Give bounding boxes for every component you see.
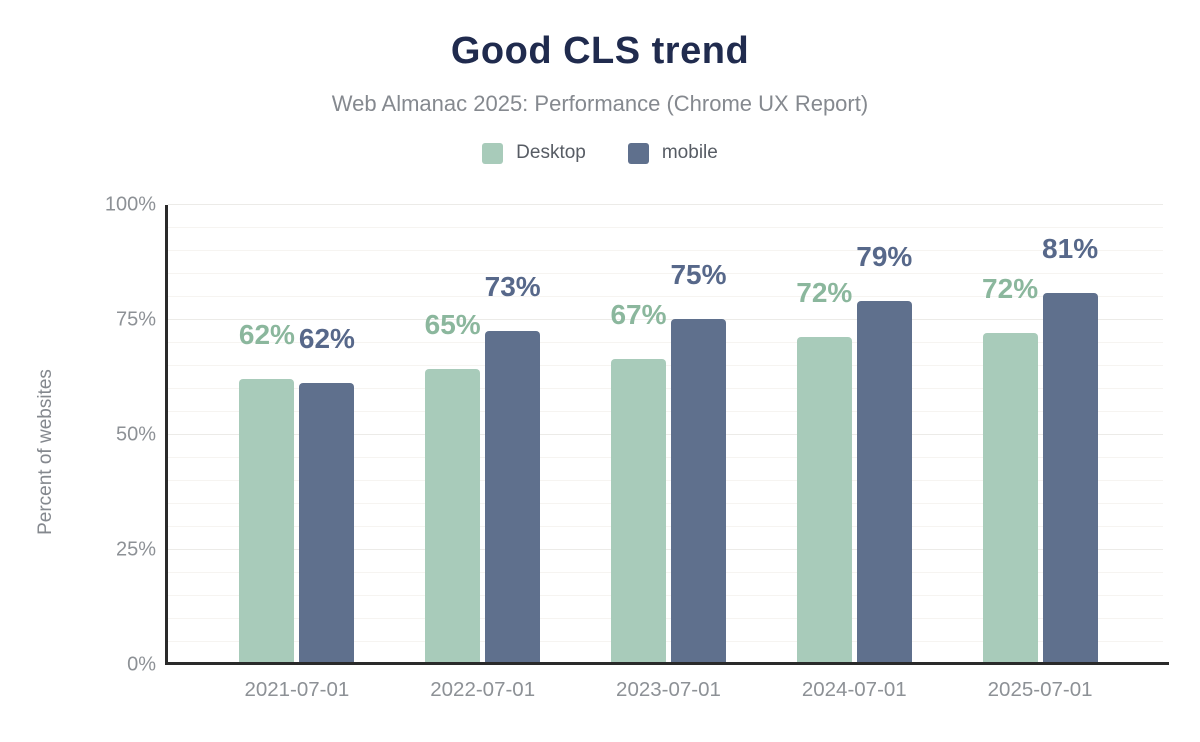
bar-desktop-2022-07-01[interactable]	[425, 369, 481, 662]
chart-subtitle: Web Almanac 2025: Performance (Chrome UX…	[331, 91, 869, 116]
legend-item-mobile: mobile	[627, 142, 718, 164]
bar-mobile-2023-07-01[interactable]	[670, 319, 726, 662]
bar-value-label-desktop: 62%	[238, 319, 295, 350]
bar-desktop-2024-07-01[interactable]	[796, 337, 852, 662]
y-tick-label: 100%	[104, 193, 156, 216]
legend: Desktop mobile	[0, 142, 1200, 164]
y-tick-label: 25%	[115, 538, 156, 561]
bar-group-2021-07-01: 62% 62%	[204, 205, 390, 662]
x-tick-label: 2021-07-01	[244, 678, 350, 701]
y-tick-labels: 100% 75% 50% 25% 0%	[0, 194, 156, 676]
y-tick-label: 0%	[127, 653, 156, 676]
bar-wrap-desktop-2022-07-01: 65%	[425, 311, 481, 662]
gridline	[168, 273, 1163, 274]
gridline	[168, 319, 1163, 320]
bar-value-label-mobile: 75%	[670, 259, 727, 290]
legend-label: Desktop	[516, 142, 586, 163]
gridline	[168, 250, 1163, 251]
gridline	[168, 296, 1163, 297]
bar-desktop-2021-07-01[interactable]	[239, 379, 295, 662]
bar-value-label-mobile: 73%	[484, 271, 541, 302]
gridline	[168, 204, 1163, 205]
bar-mobile-2021-07-01[interactable]	[299, 383, 355, 662]
bar-mobile-2022-07-01[interactable]	[485, 331, 541, 662]
bar-value-label-mobile: 81%	[1042, 233, 1099, 264]
chart-title: Good CLS trend	[450, 30, 750, 72]
x-tick-label: 2023-07-01	[616, 678, 721, 701]
bar-wrap-mobile-2024-07-01: 79%	[856, 243, 912, 662]
bar-group-2025-07-01: 72% 81%	[947, 205, 1133, 662]
x-axis-line	[165, 662, 1169, 665]
bar-wrap-mobile-2021-07-01: 62%	[299, 325, 355, 662]
x-tick-label: 2024-07-01	[801, 678, 907, 701]
legend-swatch-desktop	[482, 142, 504, 164]
bar-desktop-2023-07-01[interactable]	[610, 359, 666, 662]
bar-wrap-desktop-2025-07-01: 72%	[982, 275, 1038, 662]
bar-group-2024-07-01: 72% 79%	[761, 205, 947, 662]
legend-item-desktop: Desktop	[482, 142, 586, 164]
x-tick-label: 2025-07-01	[987, 678, 1093, 701]
bar-mobile-2024-07-01[interactable]	[856, 301, 912, 662]
bar-value-label-desktop: 72%	[982, 273, 1039, 304]
bar-wrap-desktop-2024-07-01: 72%	[796, 279, 852, 662]
bar-desktop-2025-07-01[interactable]	[982, 333, 1038, 662]
bar-group-2022-07-01: 65% 73%	[390, 205, 576, 662]
bar-group-2023-07-01: 67% 75%	[576, 205, 762, 662]
x-tick-labels: 2021-07-01 2022-07-01 2023-07-01 2024-07-01…	[204, 678, 1133, 702]
bar-value-label-mobile: 79%	[856, 241, 913, 272]
gridline	[168, 227, 1163, 228]
bars-row: 62% 62% 65% 73% 67% 75% 72% 79% 72% 81%	[204, 205, 1133, 662]
bar-value-label-desktop: 72%	[796, 277, 853, 308]
gridline	[168, 342, 1163, 343]
x-tick-label: 2022-07-01	[430, 678, 536, 701]
y-tick-label: 75%	[115, 308, 156, 331]
y-tick-label: 50%	[115, 423, 156, 446]
bar-value-label-mobile: 62%	[298, 323, 355, 354]
bar-value-label-desktop: 65%	[424, 309, 481, 340]
bar-wrap-desktop-2023-07-01: 67%	[610, 301, 667, 662]
bar-wrap-mobile-2025-07-01: 81%	[1042, 235, 1098, 662]
bar-wrap-mobile-2022-07-01: 73%	[485, 273, 541, 662]
y-axis-line	[165, 205, 168, 665]
bar-wrap-mobile-2023-07-01: 75%	[670, 261, 727, 662]
bar-mobile-2025-07-01[interactable]	[1042, 293, 1098, 662]
bar-value-label-desktop: 67%	[610, 299, 667, 330]
legend-label: mobile	[661, 142, 718, 163]
legend-swatch-mobile	[627, 142, 649, 164]
bar-wrap-desktop-2021-07-01: 62%	[239, 321, 295, 662]
plot-area: 62% 62% 65% 73% 67% 75% 72% 79% 72% 81%	[165, 204, 1169, 665]
